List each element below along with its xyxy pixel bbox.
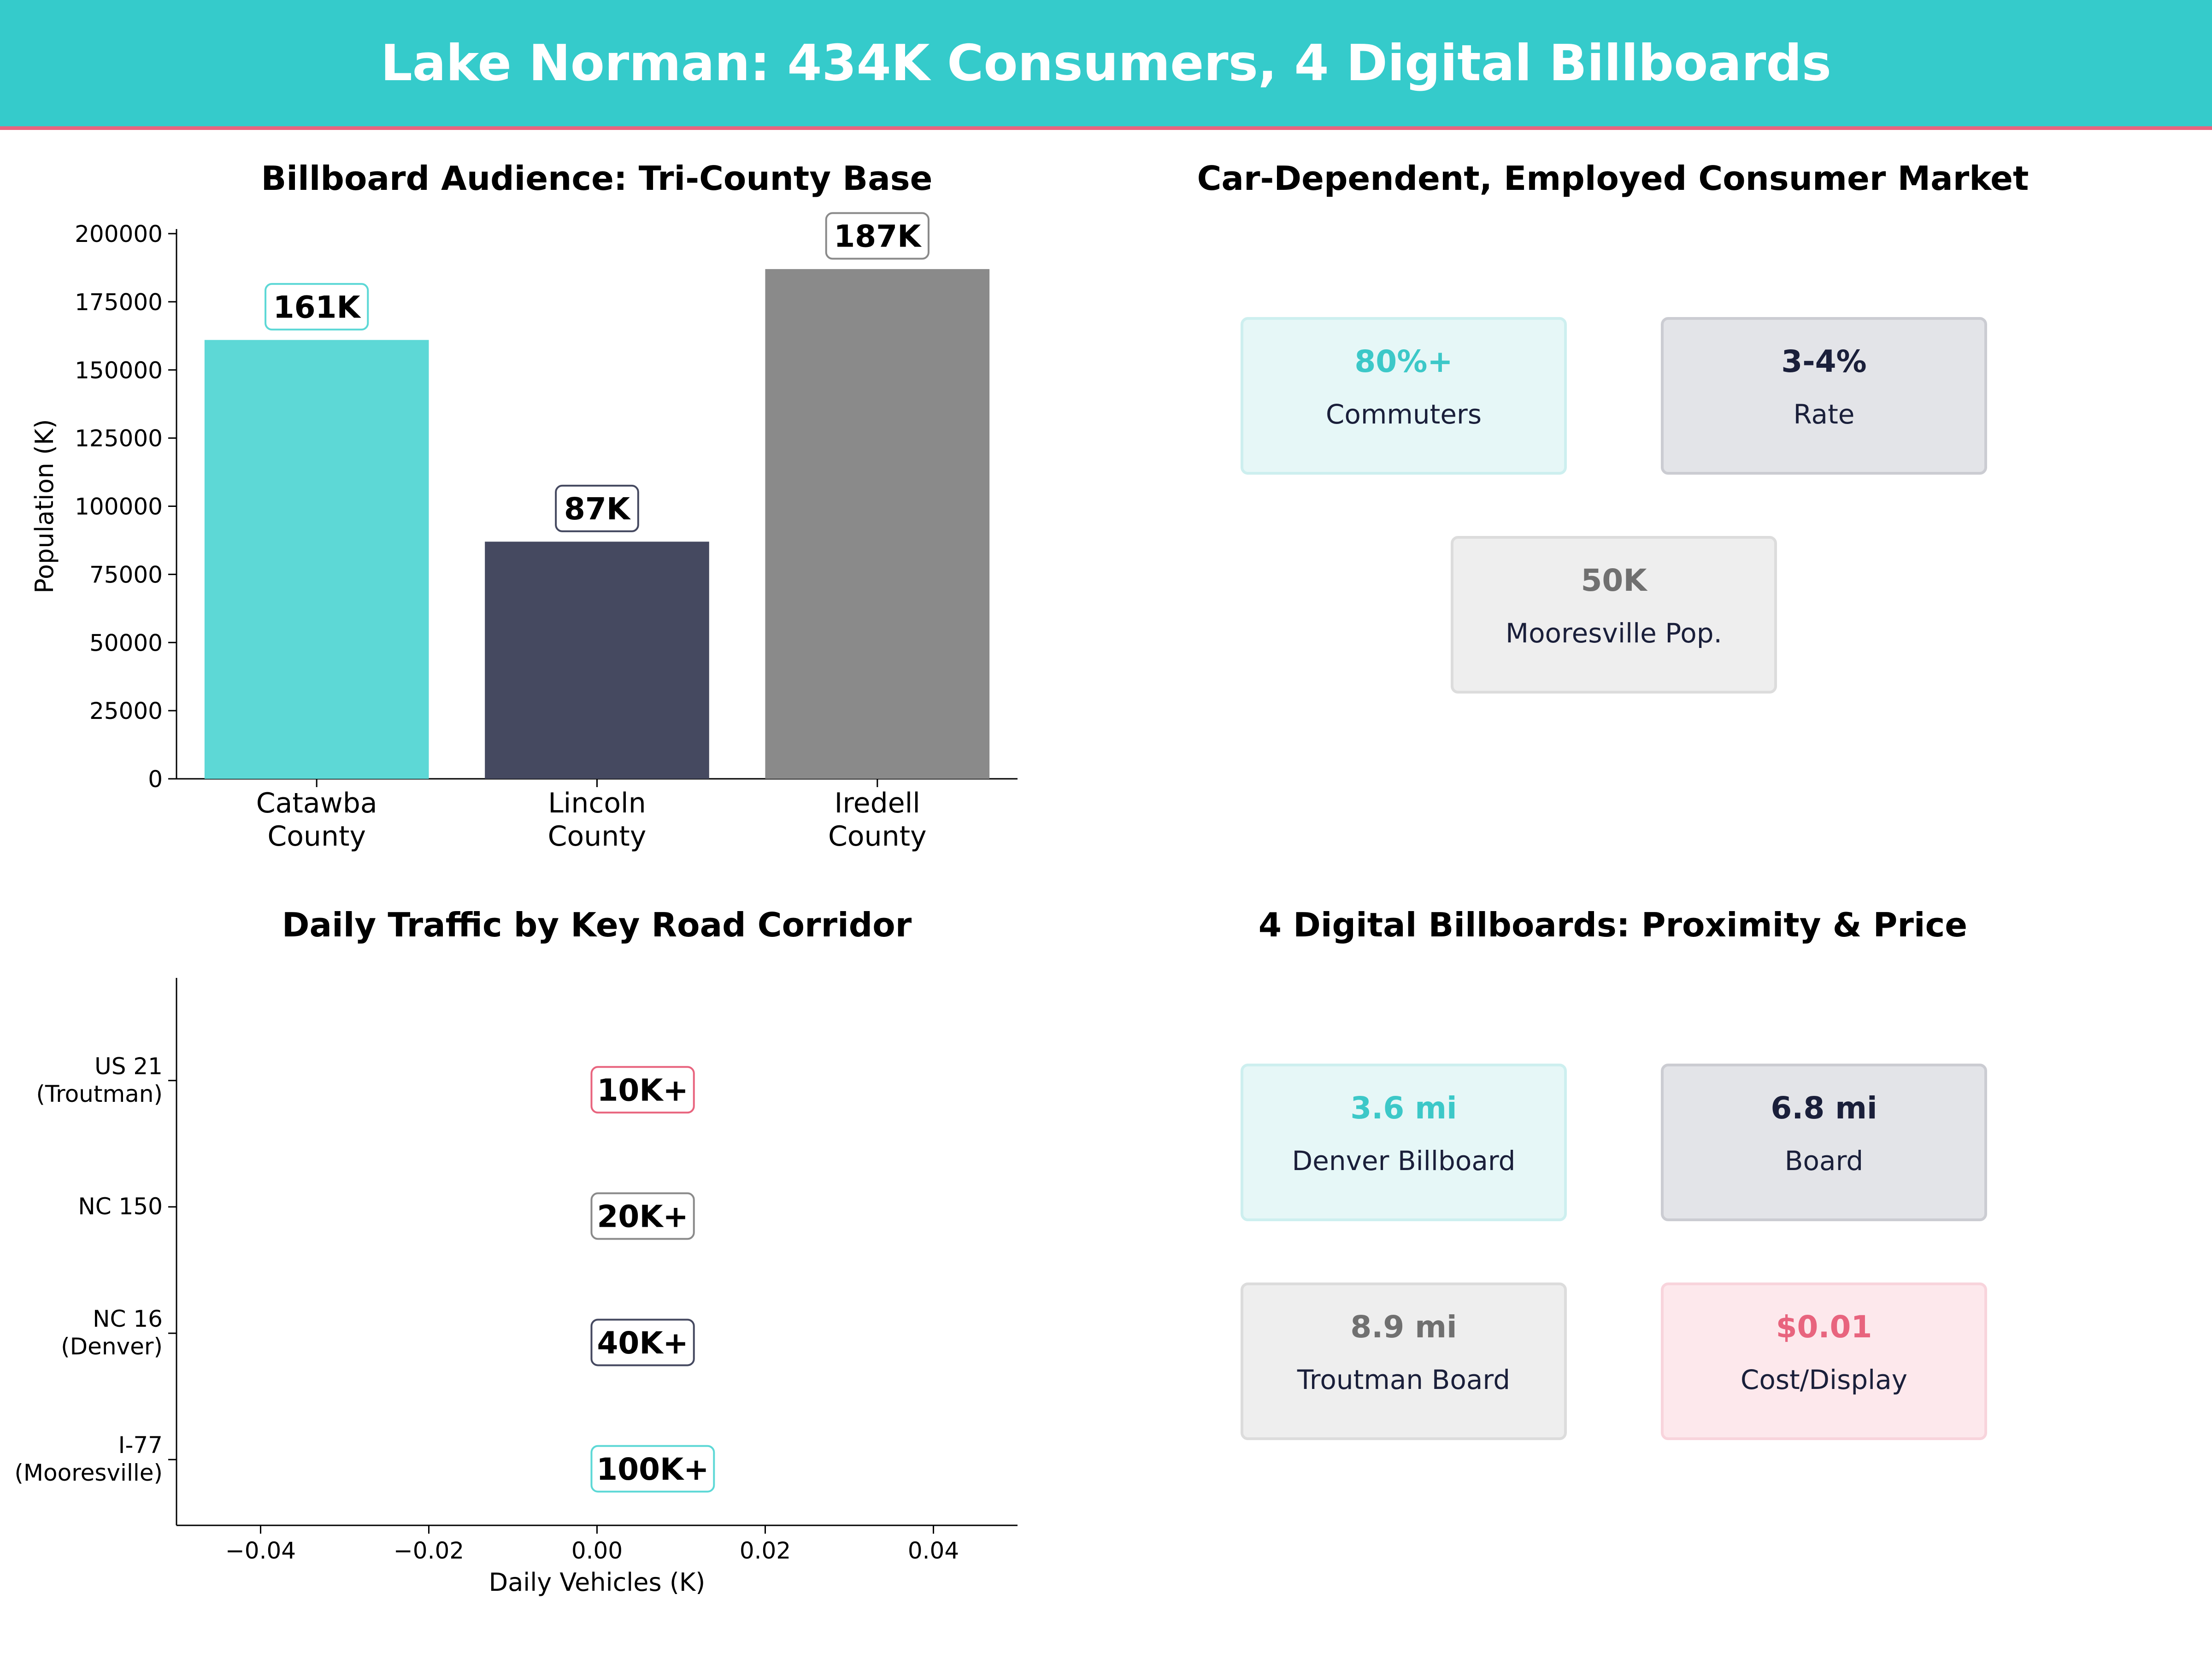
denver-billboard-label: Denver Billboard [1292, 1145, 1516, 1177]
x-tick-label: Iredell County [828, 787, 927, 853]
y-tick-label: 0 [148, 766, 163, 793]
y-axis-label: Population (K) [30, 419, 59, 593]
traffic-chart-title: Daily Traffic by Key Road Corridor [282, 906, 912, 944]
data-label-box [590, 1192, 695, 1240]
mooresville-pop-value: 50K [1581, 563, 1647, 598]
y-tick-label: US 21 (Troutman) [36, 1053, 163, 1107]
board-value: 6.8 mi [1771, 1090, 1877, 1126]
x-tick-label: 0.02 [740, 1537, 791, 1564]
data-label: 87K [564, 491, 631, 527]
y-tick-label: I-77 (Mooresville) [14, 1432, 163, 1486]
data-label-box [590, 1066, 695, 1114]
denver-billboard-card: 3.6 mi Denver Billboard [1241, 1064, 1567, 1221]
y-tick-label: NC 16 (Denver) [61, 1306, 163, 1360]
data-label-box [555, 484, 639, 532]
commuters-card: 80%+ Commuters [1241, 317, 1567, 475]
page-title: Lake Norman: 434K Consumers, 4 Digital B… [380, 34, 1832, 92]
x-tick-label: 0.04 [908, 1537, 959, 1564]
data-label-box [265, 283, 369, 331]
audience-bar-chart: 0 25000 50000 75000 100000 125000 150000 175000… [30, 212, 1018, 853]
x-tick-label: Catawba County [256, 787, 377, 853]
audience-chart-title: Billboard Audience: Tri-County Base [261, 159, 933, 198]
y-tick-label: 150000 [75, 357, 163, 384]
x-tick-label: 0.00 [571, 1537, 623, 1564]
y-tick-label: 100000 [75, 494, 163, 520]
billboards-panel-title: 4 Digital Billboards: Proximity & Price [1258, 906, 1968, 944]
y-tick-label: 175000 [75, 289, 163, 316]
mooresville-pop-label: Mooresville Pop. [1506, 618, 1722, 649]
rate-label: Rate [1793, 399, 1855, 430]
cost-per-display-label: Cost/Display [1740, 1364, 1908, 1395]
bar [204, 340, 429, 779]
x-axis-label: Daily Vehicles (K) [489, 1568, 706, 1597]
commuters-label: Commuters [1325, 399, 1482, 430]
data-label-box [590, 1318, 695, 1366]
cost-per-display-card: $0.01 Cost/Display [1661, 1282, 1987, 1440]
data-label: 100K+ [596, 1452, 709, 1487]
data-label: 20K+ [597, 1199, 688, 1235]
y-tick-label: NC 150 [78, 1193, 163, 1220]
mooresville-pop-card: 50K Mooresville Pop. [1451, 536, 1777, 694]
cost-per-display-value: $0.01 [1776, 1309, 1872, 1345]
bar [485, 541, 709, 779]
board-card: 6.8 mi Board [1661, 1064, 1987, 1221]
rate-card: 3-4% Rate [1661, 317, 1987, 475]
data-label-box [825, 212, 930, 260]
data-label: 187K [834, 219, 922, 254]
troutman-board-value: 8.9 mi [1350, 1309, 1457, 1345]
y-tick-label: 125000 [75, 425, 163, 452]
data-label: 10K+ [597, 1073, 688, 1108]
rate-value: 3-4% [1781, 344, 1867, 379]
bar [765, 269, 990, 779]
x-tick-label: Lincoln County [548, 787, 647, 853]
data-label: 40K+ [597, 1325, 688, 1361]
data-label-box [590, 1445, 715, 1493]
market-panel-title: Car-Dependent, Employed Consumer Market [1197, 159, 2029, 198]
y-tick-label: 50000 [89, 629, 163, 656]
troutman-board-card: 8.9 mi Troutman Board [1241, 1282, 1567, 1440]
data-label: 161K [273, 289, 362, 325]
x-tick-label: −0.04 [225, 1537, 296, 1564]
y-tick-label: 200000 [75, 221, 163, 247]
x-tick-label: −0.02 [394, 1537, 464, 1564]
commuters-value: 80%+ [1354, 344, 1453, 379]
troutman-board-label: Troutman Board [1297, 1364, 1511, 1395]
denver-billboard-value: 3.6 mi [1350, 1090, 1457, 1126]
y-tick-label: 75000 [89, 561, 163, 588]
header-banner: Lake Norman: 434K Consumers, 4 Digital B… [0, 0, 2212, 130]
traffic-bar-chart: −0.04 −0.02 0.00 0.02 0.04 Daily Vehicles (K)… [14, 978, 1018, 1597]
y-tick-label: 25000 [89, 698, 163, 724]
board-label: Board [1784, 1145, 1864, 1177]
